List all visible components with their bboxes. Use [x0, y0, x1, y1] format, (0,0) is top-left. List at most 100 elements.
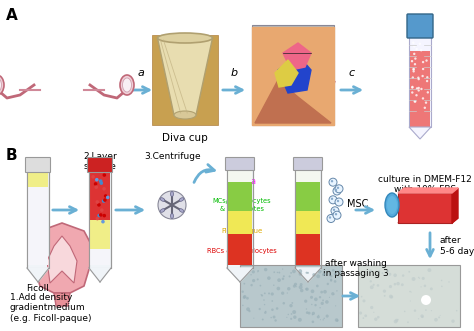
Circle shape	[388, 273, 392, 276]
Circle shape	[298, 318, 302, 322]
Circle shape	[396, 282, 400, 285]
Circle shape	[305, 288, 308, 290]
Circle shape	[335, 198, 343, 206]
Circle shape	[292, 310, 296, 314]
Circle shape	[393, 273, 397, 277]
Circle shape	[331, 207, 339, 215]
Polygon shape	[275, 60, 298, 87]
Circle shape	[386, 269, 389, 272]
Text: MSC: MSC	[347, 199, 368, 209]
FancyBboxPatch shape	[296, 211, 320, 234]
Circle shape	[286, 317, 287, 318]
Circle shape	[422, 277, 425, 280]
Polygon shape	[452, 188, 458, 223]
Circle shape	[102, 173, 106, 177]
Text: 2.Layer
sample: 2.Layer sample	[83, 152, 117, 171]
Circle shape	[319, 296, 321, 299]
Circle shape	[337, 200, 339, 202]
Circle shape	[311, 304, 312, 305]
Circle shape	[411, 76, 414, 79]
Circle shape	[383, 290, 386, 293]
Circle shape	[306, 311, 309, 314]
Circle shape	[424, 285, 426, 287]
Text: c: c	[349, 68, 355, 78]
Circle shape	[312, 314, 313, 315]
Circle shape	[310, 296, 313, 299]
Circle shape	[294, 283, 297, 286]
Polygon shape	[398, 193, 452, 223]
Circle shape	[430, 287, 433, 290]
Circle shape	[307, 272, 309, 274]
Circle shape	[95, 178, 99, 181]
FancyBboxPatch shape	[89, 158, 111, 268]
Circle shape	[332, 269, 335, 272]
Circle shape	[320, 319, 321, 320]
Circle shape	[441, 286, 443, 287]
Circle shape	[287, 287, 291, 291]
Circle shape	[264, 268, 267, 271]
Circle shape	[293, 285, 296, 288]
Circle shape	[318, 270, 321, 273]
Circle shape	[94, 185, 98, 189]
Ellipse shape	[171, 213, 173, 218]
Circle shape	[243, 295, 246, 298]
Circle shape	[99, 179, 102, 183]
Circle shape	[290, 318, 292, 320]
Circle shape	[282, 277, 284, 280]
Text: Ficoll-Paque: Ficoll-Paque	[221, 228, 263, 234]
Circle shape	[456, 310, 457, 311]
Circle shape	[323, 318, 325, 319]
FancyBboxPatch shape	[296, 182, 320, 211]
Polygon shape	[227, 268, 253, 282]
Polygon shape	[283, 43, 311, 70]
Circle shape	[308, 312, 310, 314]
Text: a: a	[137, 68, 145, 78]
FancyBboxPatch shape	[90, 220, 110, 249]
FancyBboxPatch shape	[227, 158, 253, 268]
Polygon shape	[32, 223, 92, 293]
FancyBboxPatch shape	[293, 158, 322, 170]
Circle shape	[425, 309, 427, 311]
Circle shape	[322, 319, 324, 320]
Circle shape	[300, 289, 303, 292]
Text: Diva cup: Diva cup	[162, 133, 208, 143]
Polygon shape	[157, 38, 212, 115]
Circle shape	[427, 91, 429, 94]
Text: 3.Centrifuge: 3.Centrifuge	[145, 152, 201, 161]
Circle shape	[273, 284, 274, 286]
Circle shape	[94, 182, 97, 186]
Circle shape	[250, 284, 253, 286]
Circle shape	[158, 191, 186, 219]
Circle shape	[370, 280, 372, 282]
Circle shape	[299, 285, 302, 289]
Circle shape	[377, 316, 380, 318]
Circle shape	[401, 283, 404, 286]
Text: 1.Add density
gradientmedium
(e.g. Ficoll-paque): 1.Add density gradientmedium (e.g. Ficol…	[10, 293, 91, 323]
Circle shape	[271, 308, 274, 311]
Circle shape	[408, 271, 410, 273]
Polygon shape	[398, 188, 458, 193]
Circle shape	[422, 61, 424, 63]
Circle shape	[451, 319, 455, 323]
Circle shape	[268, 292, 270, 295]
Circle shape	[418, 87, 420, 89]
Circle shape	[412, 68, 415, 70]
Text: b: b	[230, 68, 237, 78]
Circle shape	[316, 274, 320, 278]
Circle shape	[431, 310, 432, 311]
Circle shape	[289, 275, 291, 277]
Polygon shape	[409, 127, 431, 139]
Circle shape	[102, 187, 106, 191]
Circle shape	[104, 194, 108, 198]
Circle shape	[329, 196, 337, 204]
Circle shape	[320, 291, 323, 294]
Circle shape	[333, 187, 341, 195]
Circle shape	[256, 278, 259, 280]
Circle shape	[420, 49, 422, 52]
Ellipse shape	[179, 198, 184, 201]
Circle shape	[317, 315, 320, 318]
Circle shape	[319, 307, 321, 308]
Circle shape	[306, 308, 307, 310]
Circle shape	[440, 315, 441, 316]
Circle shape	[99, 213, 102, 217]
